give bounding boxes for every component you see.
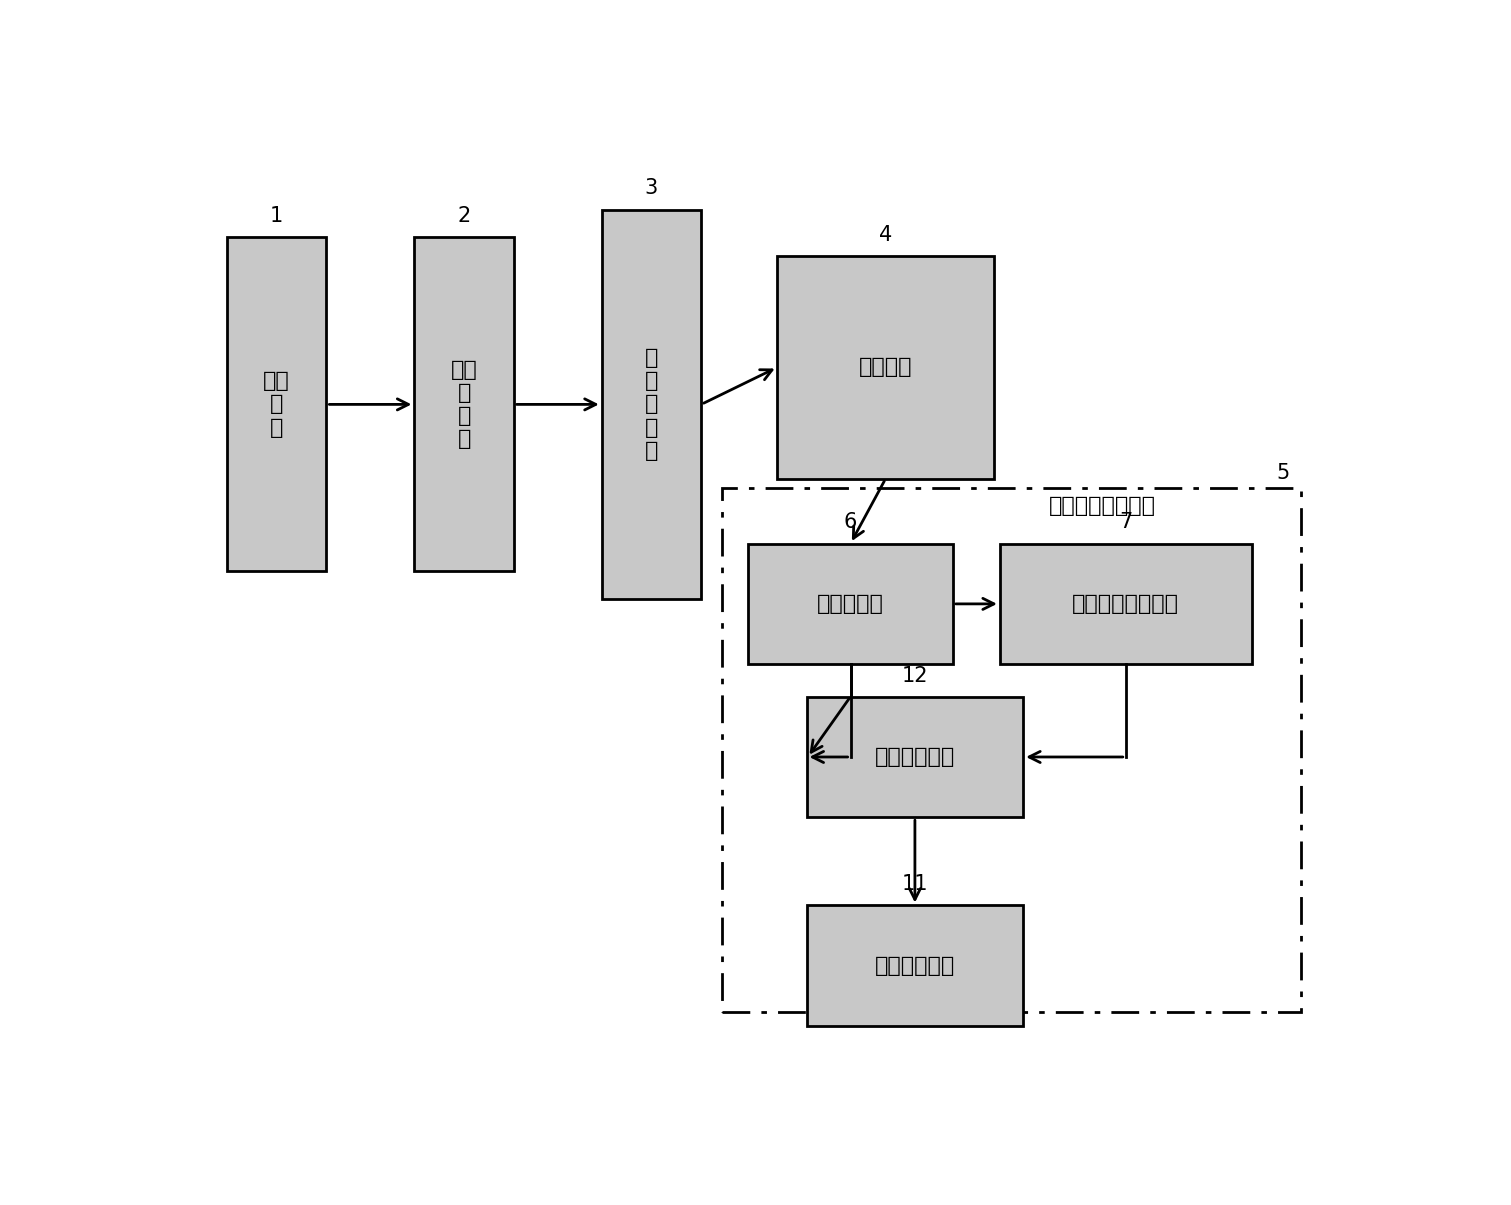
- Text: 4: 4: [879, 225, 893, 245]
- Text: 12: 12: [902, 665, 928, 686]
- Bar: [414, 237, 514, 571]
- Text: 3: 3: [645, 178, 659, 199]
- Text: 11: 11: [902, 875, 928, 894]
- Text: 7: 7: [1120, 512, 1132, 533]
- Text: 2: 2: [458, 206, 471, 227]
- Text: 输出显示装置: 输出显示装置: [875, 956, 955, 976]
- Bar: [807, 905, 1023, 1027]
- Text: 5: 5: [1277, 463, 1290, 483]
- Text: 多级
放
大
器: 多级 放 大 器: [450, 359, 477, 449]
- Text: 信号分析处理单元: 信号分析处理单元: [1049, 496, 1156, 517]
- Text: 6: 6: [843, 512, 857, 533]
- Text: 1: 1: [270, 206, 284, 227]
- Text: 激动时刻提取模块: 激动时刻提取模块: [1073, 594, 1179, 613]
- Text: 节律分析单元: 节律分析单元: [875, 747, 955, 766]
- Bar: [722, 488, 1301, 1012]
- Text: 数
据
采
集
卡: 数 据 采 集 卡: [645, 348, 659, 460]
- Text: 柔性
电
极: 柔性 电 极: [263, 371, 290, 437]
- Bar: [807, 696, 1023, 817]
- Text: 预处理模块: 预处理模块: [817, 594, 884, 613]
- Bar: [1000, 543, 1251, 664]
- Bar: [601, 210, 701, 599]
- Text: 采集模块: 采集模块: [858, 358, 913, 377]
- Bar: [777, 255, 994, 478]
- Bar: [748, 543, 953, 664]
- Bar: [227, 237, 326, 571]
